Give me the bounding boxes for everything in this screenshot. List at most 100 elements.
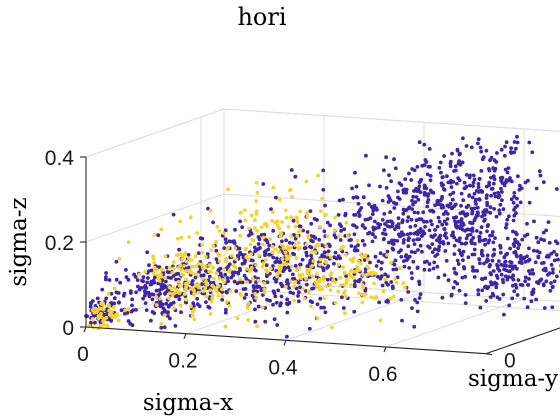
data-point (504, 263, 509, 268)
data-point (224, 256, 229, 261)
data-point (488, 205, 493, 210)
data-point (376, 225, 381, 230)
data-point (223, 324, 228, 329)
data-point (328, 223, 332, 228)
data-point (511, 273, 515, 278)
data-point (184, 284, 189, 289)
data-point (520, 237, 525, 242)
data-point (469, 239, 474, 244)
data-point (528, 271, 533, 276)
data-point (537, 169, 542, 174)
data-point (444, 222, 449, 226)
data-point (320, 287, 325, 292)
data-point (90, 317, 95, 321)
data-point (510, 283, 515, 288)
data-point (383, 277, 388, 282)
data-point (498, 245, 503, 250)
data-point (385, 249, 390, 254)
data-point (375, 207, 379, 212)
data-point (162, 313, 167, 317)
data-point (435, 264, 440, 269)
data-point (373, 219, 377, 224)
x-axis-line (85, 326, 487, 355)
data-point (476, 288, 481, 292)
data-point (224, 240, 229, 245)
data-point (343, 311, 347, 316)
data-point (277, 226, 282, 231)
data-point (550, 305, 555, 310)
data-point (309, 304, 313, 309)
data-point (351, 223, 355, 228)
data-point (455, 148, 460, 153)
data-point (287, 240, 292, 245)
data-point (118, 280, 123, 285)
data-point (214, 248, 219, 253)
data-point (220, 294, 225, 299)
data-point (402, 238, 406, 242)
data-point (147, 263, 151, 268)
data-point (530, 150, 535, 155)
data-point (336, 262, 341, 267)
data-point (387, 240, 391, 245)
data-point (270, 218, 274, 223)
data-point (412, 242, 417, 247)
data-point (309, 221, 314, 226)
data-point (458, 162, 463, 167)
data-point (502, 153, 507, 158)
data-point (459, 241, 464, 246)
data-point (332, 261, 336, 266)
data-point (516, 174, 520, 179)
data-point (275, 223, 280, 228)
data-point (514, 211, 518, 216)
data-point (324, 244, 329, 249)
data-point (489, 193, 493, 198)
data-point (229, 275, 234, 280)
data-point (450, 197, 455, 202)
data-point (363, 253, 368, 258)
data-point (248, 269, 252, 274)
data-point (357, 213, 362, 218)
data-point (396, 222, 401, 227)
data-point (226, 264, 231, 269)
data-point (240, 225, 245, 230)
data-point (152, 271, 156, 276)
data-point (413, 223, 418, 228)
data-point (292, 284, 296, 289)
data-point (193, 275, 198, 280)
data-point (171, 273, 176, 278)
data-point (392, 206, 397, 210)
data-point (373, 235, 378, 240)
data-point (246, 301, 251, 306)
data-point (484, 148, 489, 153)
data-point (419, 177, 424, 182)
data-point (472, 206, 477, 211)
data-point (301, 286, 306, 291)
data-point (198, 236, 203, 241)
data-point (547, 240, 552, 245)
data-point (217, 253, 222, 258)
data-point (481, 211, 486, 216)
data-point (403, 177, 408, 182)
data-point (163, 254, 168, 259)
data-point (285, 297, 290, 302)
data-point (504, 222, 509, 227)
data-point (270, 244, 275, 249)
data-point (270, 250, 275, 255)
data-point (289, 264, 294, 269)
data-point (492, 177, 497, 182)
data-point (201, 266, 206, 271)
data-point (442, 273, 447, 277)
data-point (259, 225, 264, 230)
data-point (135, 278, 140, 282)
data-point (126, 240, 131, 245)
data-point (119, 308, 124, 313)
data-point (88, 304, 93, 309)
data-point (341, 265, 345, 269)
data-point (206, 206, 210, 211)
data-point (227, 239, 232, 244)
data-point (325, 277, 330, 282)
data-point (417, 282, 422, 286)
data-point (380, 283, 385, 288)
data-point (556, 257, 560, 262)
